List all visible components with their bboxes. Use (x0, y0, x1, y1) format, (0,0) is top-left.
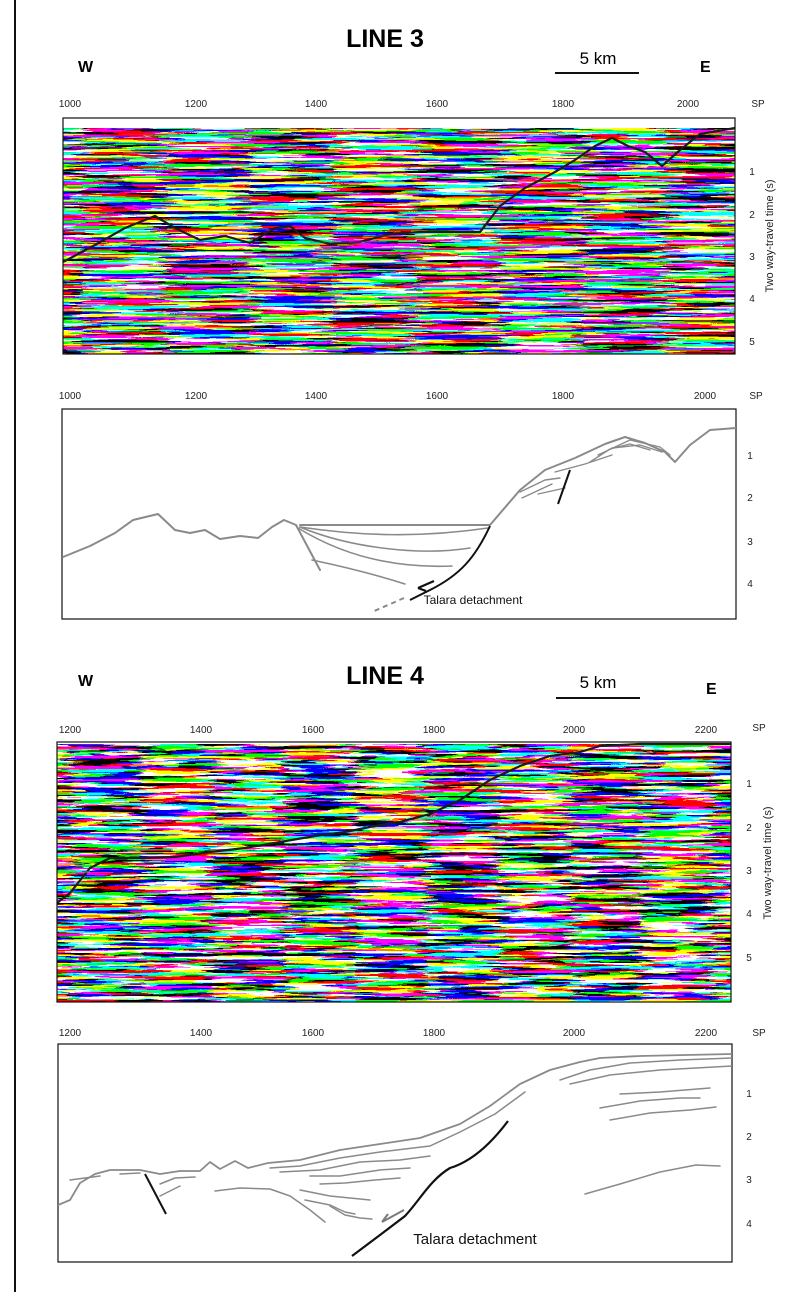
line3-interp-time-tick: 2 (747, 493, 753, 504)
line4-time-tick: 5 (746, 953, 752, 964)
line3-seismic-sp-axis: 1000 1200 1400 1600 1800 2000 SP (59, 99, 765, 110)
line4-seafloor-reflector (57, 742, 731, 904)
line3-slip-arrow (417, 579, 435, 593)
line4-interp-time-tick: 4 (746, 1219, 752, 1230)
line3-seismic-time-axis: 1 2 3 4 5 Two way-travel time (s) (749, 167, 776, 348)
line4-interp-sp-tick: 1600 (302, 1028, 325, 1039)
line4-interp-time-axis: 1 2 3 4 (746, 1089, 752, 1230)
line3-sp-tick: 1000 (59, 99, 82, 110)
line3-sp-tick: 1800 (552, 99, 575, 110)
line4-east-label: E (706, 681, 717, 698)
line4-interp-sp-tick: 1200 (59, 1028, 82, 1039)
line3-interp-sp-tick: 1400 (305, 391, 328, 402)
line4-seismic-section (56, 741, 732, 1003)
line3-interp-time-tick: 3 (747, 537, 753, 548)
line3-time-tick: 2 (749, 210, 755, 221)
line3-interp-time-tick: 1 (747, 451, 753, 462)
line4-sp-unit: SP (752, 723, 766, 734)
line3-interp-sp-tick: 2000 (694, 391, 717, 402)
line4-sp-tick: 2200 (695, 725, 718, 736)
line3-interpretation: Talara detachment (61, 408, 737, 620)
line4-interp-sp-unit: SP (752, 1028, 766, 1039)
line4-interp-horizons (69, 1057, 732, 1223)
line4-title: LINE 4 (346, 662, 424, 690)
line3-interp-sp-unit: SP (749, 391, 763, 402)
line3-east-label: E (700, 59, 711, 76)
line3-time-tick: 3 (749, 252, 755, 263)
line4-sp-tick: 1800 (423, 725, 446, 736)
line3-interp-time-axis: 1 2 3 4 (747, 451, 753, 590)
line4-sp-tick: 1400 (190, 725, 213, 736)
line4-seismic-time-axis: 1 2 3 4 5 Two way-travel time (s) (746, 779, 774, 964)
line3-interp-time-tick: 4 (747, 579, 753, 590)
line4-interp-seafloor (58, 1053, 732, 1206)
line3-interp-seafloor (62, 427, 736, 571)
line4-seismic-texture (57, 744, 731, 1002)
line4-time-tick: 1 (746, 779, 752, 790)
line3-interp-sp-tick: 1800 (552, 391, 575, 402)
line3-scale-label: 5 km (580, 49, 617, 68)
line3-seismic-texture (63, 128, 735, 354)
line3-sp-unit: SP (751, 99, 765, 110)
line3-y-axis-label: Two way-travel time (s) (764, 179, 776, 292)
line4-annotation-talara-detachment: Talara detachment (413, 1231, 537, 1248)
line4-interp-sp-tick: 1400 (190, 1028, 213, 1039)
line4-scale-label: 5 km (580, 673, 617, 692)
line3-sp-tick: 1200 (185, 99, 208, 110)
line4-interp-sp-tick: 2000 (563, 1028, 586, 1039)
line4-interp-sp-tick: 2200 (695, 1028, 718, 1039)
line3-interp-sp-tick: 1000 (59, 391, 82, 402)
line3-detachment-projection (371, 597, 405, 613)
line3-basin-fill-reflectors (300, 235, 480, 271)
line4-sp-tick: 2000 (563, 725, 586, 736)
line3-time-tick: 5 (749, 337, 755, 348)
line3-annotation-talara-detachment: Talara detachment (424, 593, 523, 607)
line4-interp-time-tick: 3 (746, 1175, 752, 1186)
line4-time-tick: 4 (746, 909, 752, 920)
line4-time-tick: 3 (746, 866, 752, 877)
line4-interp-sp-axis: 1200 1400 1600 1800 2000 2200 SP (59, 1028, 766, 1039)
line3-west-label: W (78, 59, 94, 76)
line4-interpretation: Talara detachment (57, 1043, 733, 1263)
line3-faults (371, 469, 571, 613)
line4-sp-tick: 1600 (302, 725, 325, 736)
line4-interp-time-tick: 2 (746, 1132, 752, 1143)
line3-seafloor-reflector (63, 126, 735, 263)
line3-sp-tick: 1600 (426, 99, 449, 110)
line3-seismic-section (62, 117, 736, 355)
line3-interp-sp-tick: 1600 (426, 391, 449, 402)
line3-title: LINE 3 (346, 25, 424, 53)
line4-time-tick: 2 (746, 823, 752, 834)
line4-sp-tick: 1200 (59, 725, 82, 736)
line4-west-label: W (78, 673, 94, 690)
line4-faults (144, 1120, 509, 1257)
line3-interp-sp-tick: 1200 (185, 391, 208, 402)
line3-sp-tick: 1400 (305, 99, 328, 110)
line4-interp-sp-tick: 1800 (423, 1028, 446, 1039)
line4-slip-arrow (381, 1209, 405, 1223)
line4-y-axis-label: Two way-travel time (s) (762, 806, 774, 919)
line3-time-tick: 1 (749, 167, 755, 178)
line3-interp-sp-axis: 1000 1200 1400 1600 1800 2000 SP (59, 391, 763, 402)
line4-interp-time-tick: 1 (746, 1089, 752, 1100)
line3-interp-slope-horizons (519, 439, 671, 499)
line3-sp-tick: 2000 (677, 99, 700, 110)
line3-interp-basin-horizons (297, 526, 489, 585)
line3-time-tick: 4 (749, 294, 755, 305)
line4-seismic-sp-axis: 1200 1400 1600 1800 2000 2200 SP (59, 723, 766, 736)
